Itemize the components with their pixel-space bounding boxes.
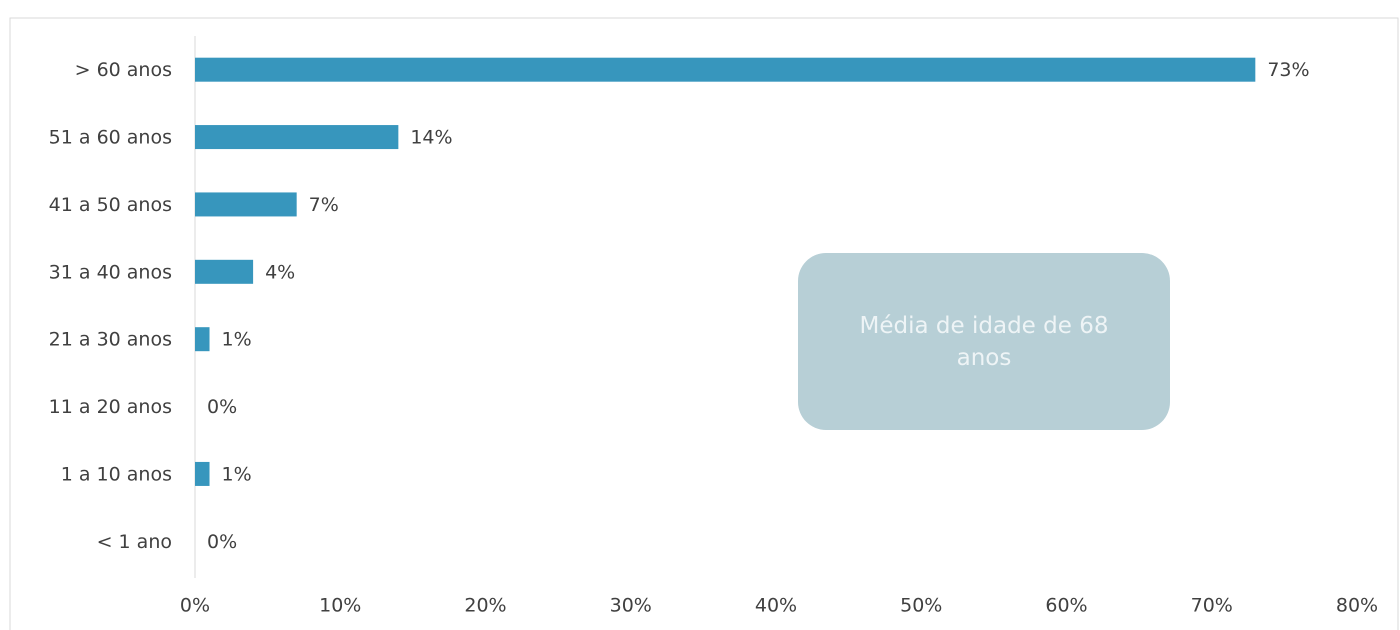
- x-tick-label: 80%: [1336, 595, 1378, 617]
- value-label: 14%: [410, 127, 452, 149]
- y-tick-label: 11 a 20 anos: [49, 396, 172, 418]
- value-label: 7%: [309, 194, 339, 216]
- value-label: 0%: [207, 531, 237, 553]
- x-tick-label: 70%: [1191, 595, 1233, 617]
- y-tick-label: 21 a 30 anos: [49, 329, 172, 351]
- y-tick-label: < 1 ano: [97, 531, 172, 553]
- bar: [195, 259, 254, 284]
- value-label: 0%: [207, 396, 237, 418]
- x-tick-label: 40%: [755, 595, 797, 617]
- bar: [195, 461, 210, 486]
- bar: [195, 327, 210, 352]
- value-label: 4%: [265, 261, 295, 283]
- y-tick-label: 41 a 50 anos: [49, 194, 172, 216]
- bar: [195, 57, 1256, 82]
- x-tick-label: 10%: [319, 595, 361, 617]
- x-tick-label: 20%: [464, 595, 506, 617]
- annotation: Média de idade de 68 anos: [798, 253, 1170, 430]
- x-tick-label: 60%: [1045, 595, 1087, 617]
- y-tick-label: 31 a 40 anos: [49, 261, 172, 283]
- value-label: 1%: [222, 463, 252, 485]
- y-tick-label: 51 a 60 anos: [49, 127, 172, 149]
- x-tick-label: 50%: [900, 595, 942, 617]
- chart-frame: [9, 17, 1399, 630]
- bar: [195, 192, 297, 217]
- x-tick-label: 30%: [610, 595, 652, 617]
- x-tick-label: 0%: [180, 595, 210, 617]
- value-label: 1%: [222, 329, 252, 351]
- value-label: 73%: [1267, 59, 1309, 81]
- bar: [195, 125, 399, 150]
- y-tick-label: > 60 anos: [75, 59, 172, 81]
- y-tick-label: 1 a 10 anos: [61, 463, 172, 485]
